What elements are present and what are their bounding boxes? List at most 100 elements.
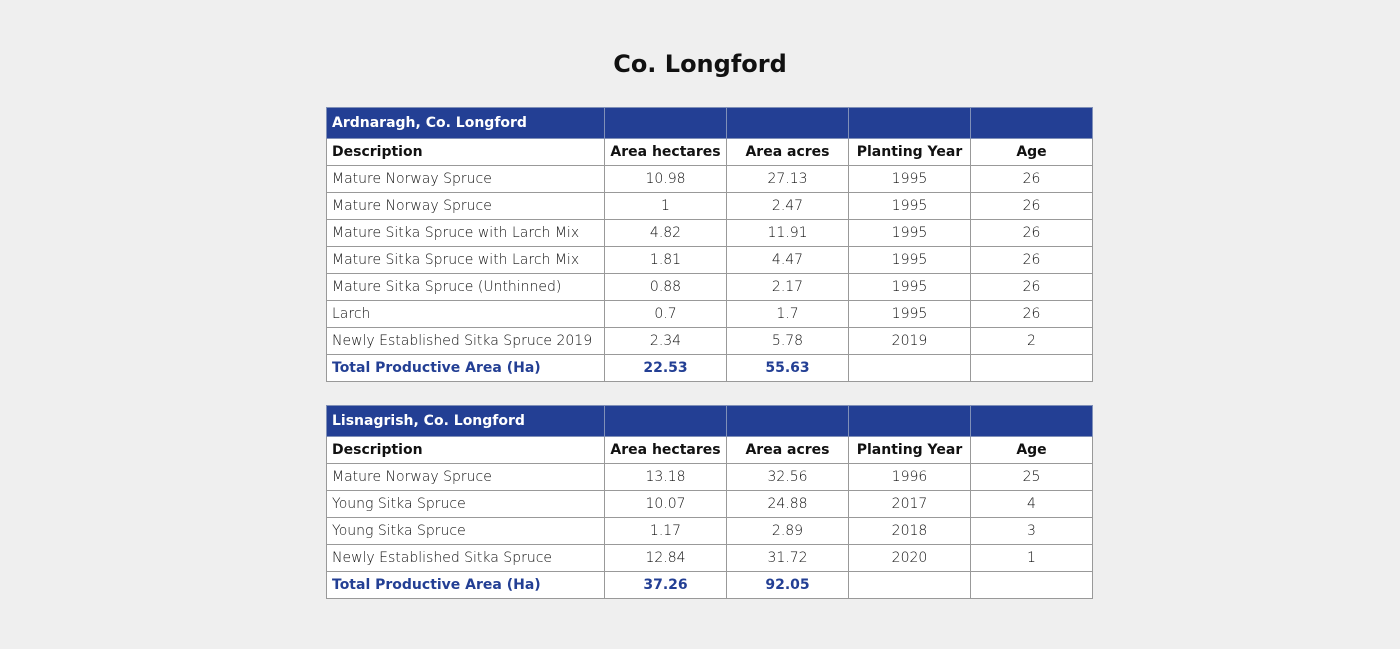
data-row: Mature Sitka Spruce with Larch Mix 1.81 4.… bbox=[326, 246, 1093, 274]
table-cell: 1 bbox=[604, 192, 727, 220]
table-cell: 2.34 bbox=[604, 327, 727, 355]
table-cell: 10.07 bbox=[604, 490, 727, 518]
table-cell: 26 bbox=[970, 246, 1093, 274]
table-cell: Mature Norway Spruce bbox=[326, 165, 605, 193]
table-cell: 13.18 bbox=[604, 463, 727, 491]
table-cell: Young Sitka Spruce bbox=[326, 517, 605, 545]
table-cell: 32.56 bbox=[726, 463, 849, 491]
table-cell: Mature Norway Spruce bbox=[326, 463, 605, 491]
data-row: Mature Norway Spruce 13.18 32.56 1996 25 bbox=[326, 463, 1093, 491]
table-cell bbox=[848, 354, 971, 382]
caption-row: Ardnaragh, Co. Longford bbox=[326, 107, 1093, 139]
table-cell: 2017 bbox=[848, 490, 971, 518]
table-cell: 10.98 bbox=[604, 165, 727, 193]
table-cell bbox=[848, 405, 971, 437]
table-cell: 5.78 bbox=[726, 327, 849, 355]
data-row: Larch 0.7 1.7 1995 26 bbox=[326, 300, 1093, 328]
table-cell: 2.89 bbox=[726, 517, 849, 545]
table-cell: 22.53 bbox=[604, 354, 727, 382]
table-cell: Area acres bbox=[726, 436, 849, 464]
data-row: Newly Established Sitka Spruce 2019 2.34 5… bbox=[326, 327, 1093, 355]
table-cell: 0.88 bbox=[604, 273, 727, 301]
table-cell: 25 bbox=[970, 463, 1093, 491]
table-cell: Age bbox=[970, 138, 1093, 166]
table-cell bbox=[604, 405, 727, 437]
table-cell: 37.26 bbox=[604, 571, 727, 599]
table-cell bbox=[970, 354, 1093, 382]
table-cell: 2019 bbox=[848, 327, 971, 355]
table-cell: 26 bbox=[970, 219, 1093, 247]
table-cell: 4.47 bbox=[726, 246, 849, 274]
table-cell: Description bbox=[326, 436, 605, 464]
table-cell: 12.84 bbox=[604, 544, 727, 572]
table-cell: 1.7 bbox=[726, 300, 849, 328]
table-cell: 31.72 bbox=[726, 544, 849, 572]
table-cell: 26 bbox=[970, 165, 1093, 193]
table-cell: Area hectares bbox=[604, 138, 727, 166]
header-row: Description Area hectares Area acres Planti… bbox=[326, 436, 1093, 464]
table-cell: 26 bbox=[970, 300, 1093, 328]
table-cell bbox=[970, 107, 1093, 139]
table-cell: Total Productive Area (Ha) bbox=[326, 571, 605, 599]
table-cell: 0.7 bbox=[604, 300, 727, 328]
table-cell: 1.17 bbox=[604, 517, 727, 545]
page-title: Co. Longford bbox=[613, 50, 787, 78]
table-cell bbox=[848, 107, 971, 139]
table-cell: Area acres bbox=[726, 138, 849, 166]
table-cell: 2018 bbox=[848, 517, 971, 545]
total-row: Total Productive Area (Ha) 22.53 55.63 bbox=[326, 354, 1093, 382]
table-cell: 1996 bbox=[848, 463, 971, 491]
data-table: Lisnagrish, Co. Longford Description Area … bbox=[326, 405, 1093, 599]
table-cell: Mature Sitka Spruce with Larch Mix bbox=[326, 219, 605, 247]
data-row: Young Sitka Spruce 10.07 24.88 2017 4 bbox=[326, 490, 1093, 518]
table-cell: 3 bbox=[970, 517, 1093, 545]
data-row: Newly Established Sitka Spruce 12.84 31.72… bbox=[326, 544, 1093, 572]
data-row: Mature Sitka Spruce (Unthinned) 0.88 2.17 1… bbox=[326, 273, 1093, 301]
table-cell: 92.05 bbox=[726, 571, 849, 599]
table-cell: 4.82 bbox=[604, 219, 727, 247]
table-cell bbox=[970, 571, 1093, 599]
table-cell: Mature Sitka Spruce (Unthinned) bbox=[326, 273, 605, 301]
table-cell: 11.91 bbox=[726, 219, 849, 247]
table-cell: Description bbox=[326, 138, 605, 166]
table-cell: 27.13 bbox=[726, 165, 849, 193]
caption-row: Lisnagrish, Co. Longford bbox=[326, 405, 1093, 437]
table-cell: Planting Year bbox=[848, 138, 971, 166]
table-cell bbox=[726, 405, 849, 437]
table-cell: Newly Established Sitka Spruce 2019 bbox=[326, 327, 605, 355]
table-cell: 24.88 bbox=[726, 490, 849, 518]
table-cell: 2 bbox=[970, 327, 1093, 355]
table-cell: 1995 bbox=[848, 300, 971, 328]
table-cell: Larch bbox=[326, 300, 605, 328]
data-row: Young Sitka Spruce 1.17 2.89 2018 3 bbox=[326, 517, 1093, 545]
table-cell: Lisnagrish, Co. Longford bbox=[326, 405, 605, 437]
table-cell: 1995 bbox=[848, 246, 971, 274]
table-cell: Total Productive Area (Ha) bbox=[326, 354, 605, 382]
data-table: Ardnaragh, Co. Longford Description Area h… bbox=[326, 107, 1093, 382]
table-cell: 2020 bbox=[848, 544, 971, 572]
table-cell: 2.17 bbox=[726, 273, 849, 301]
table-cell: 26 bbox=[970, 273, 1093, 301]
table-cell: 1.81 bbox=[604, 246, 727, 274]
table-cell: 4 bbox=[970, 490, 1093, 518]
table-cell: Mature Norway Spruce bbox=[326, 192, 605, 220]
table-cell: 2.47 bbox=[726, 192, 849, 220]
table-cell: 1995 bbox=[848, 165, 971, 193]
table-cell: 26 bbox=[970, 192, 1093, 220]
table-cell: Planting Year bbox=[848, 436, 971, 464]
table-cell bbox=[604, 107, 727, 139]
header-row: Description Area hectares Area acres Planti… bbox=[326, 138, 1093, 166]
table-cell: Mature Sitka Spruce with Larch Mix bbox=[326, 246, 605, 274]
data-row: Mature Norway Spruce 1 2.47 1995 26 bbox=[326, 192, 1093, 220]
table-cell bbox=[970, 405, 1093, 437]
table-cell: Young Sitka Spruce bbox=[326, 490, 605, 518]
table-cell: 1995 bbox=[848, 273, 971, 301]
table-cell: 1995 bbox=[848, 192, 971, 220]
data-row: Mature Norway Spruce 10.98 27.13 1995 26 bbox=[326, 165, 1093, 193]
table-cell: 1 bbox=[970, 544, 1093, 572]
table-cell: 55.63 bbox=[726, 354, 849, 382]
table-cell bbox=[726, 107, 849, 139]
table-cell bbox=[848, 571, 971, 599]
